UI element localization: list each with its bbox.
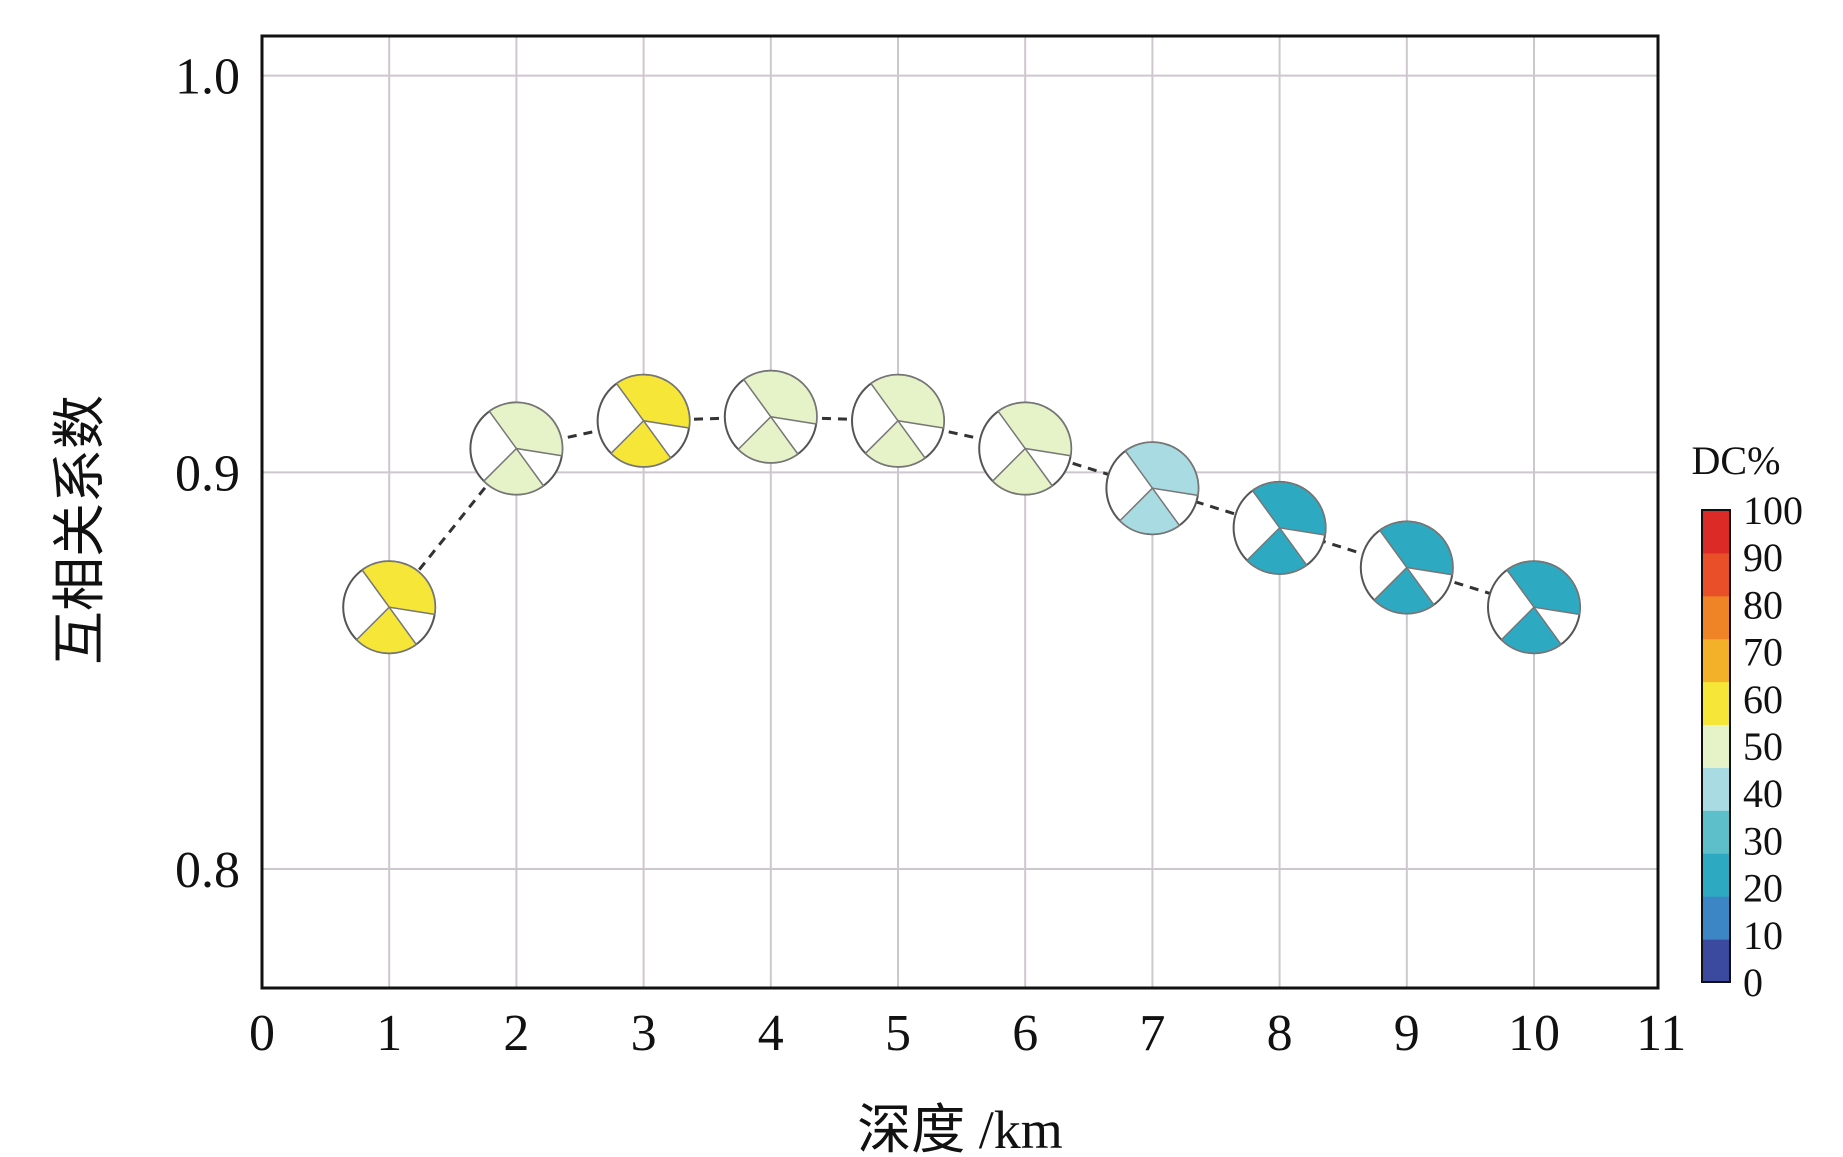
colorbar-segment xyxy=(1702,552,1730,597)
colorbar-segment xyxy=(1702,681,1730,726)
colorbar-tick-label: 90 xyxy=(1743,535,1783,580)
beachball-quadrant xyxy=(869,374,945,429)
beachball-quadrant xyxy=(737,415,799,464)
beachball xyxy=(596,373,691,468)
x-tick-label: 4 xyxy=(758,1005,784,1062)
colorbar-tick-label: 20 xyxy=(1743,866,1783,911)
colorbar-tick-label: 40 xyxy=(1743,771,1783,816)
beachball-quadrant xyxy=(997,401,1072,457)
colorbar-segment xyxy=(1702,724,1730,768)
beachball-quadrant xyxy=(1500,606,1563,654)
beachball-quadrant xyxy=(1505,560,1581,616)
x-tick-label: 1 xyxy=(376,1005,402,1062)
beachball-quadrant xyxy=(610,419,672,468)
colorbar-tick-label: 100 xyxy=(1743,488,1803,533)
beachball-markers xyxy=(342,369,1581,655)
colorbar-tick-label: 80 xyxy=(1743,582,1783,627)
y-tick-label: 1.0 xyxy=(175,49,240,106)
beachball xyxy=(1105,441,1200,536)
y-tick-labels: 0.8 0.9 1.0 xyxy=(175,49,240,899)
beachball xyxy=(1487,560,1581,655)
beachball xyxy=(851,373,945,468)
beachball-quadrant xyxy=(742,370,818,425)
beachball-quadrant xyxy=(1246,526,1308,575)
x-tick-label: 2 xyxy=(503,1005,529,1062)
beachball-quadrant xyxy=(488,401,564,457)
beachball xyxy=(978,401,1073,496)
x-tick-label: 0 xyxy=(249,1005,275,1062)
colorbar-segment xyxy=(1702,510,1730,554)
beachball-quadrant xyxy=(1378,520,1454,576)
beachball-quadrant xyxy=(991,447,1054,496)
beachball-quadrant xyxy=(1373,566,1435,615)
x-tick-labels: 0 1 2 3 4 5 6 7 8 9 10 11 xyxy=(249,1005,1686,1062)
beachball-quadrant xyxy=(355,606,418,654)
colorbar-title: DC% xyxy=(1692,438,1781,483)
x-tick-label: 9 xyxy=(1394,1005,1420,1062)
plot-frame xyxy=(260,34,1660,990)
colorbar-tick-label: 0 xyxy=(1743,960,1763,1005)
beachball xyxy=(469,401,564,496)
y-tick-label: 0.9 xyxy=(175,445,240,502)
grid xyxy=(262,36,1658,988)
y-tick-label: 0.8 xyxy=(175,842,240,899)
x-tick-label: 5 xyxy=(885,1005,911,1062)
x-tick-label: 6 xyxy=(1012,1005,1038,1062)
beachball-quadrant xyxy=(1118,487,1181,535)
x-tick-label: 10 xyxy=(1508,1005,1560,1062)
beachball-quadrant xyxy=(1124,441,1200,497)
colorbar-border xyxy=(1701,509,1731,983)
beachball-quadrant xyxy=(615,374,691,429)
colorbar-tick-label: 30 xyxy=(1743,818,1783,863)
colorbar-segment xyxy=(1702,638,1730,683)
beachball-quadrant xyxy=(864,419,927,468)
colorbar-segment xyxy=(1702,767,1730,811)
colorbar-segment xyxy=(1702,896,1730,940)
y-axis-title: 互相关系数 xyxy=(50,395,110,665)
beachball xyxy=(1359,520,1454,615)
beachball-quadrant xyxy=(1251,481,1327,536)
beachball-quadrant xyxy=(361,560,436,616)
beachball xyxy=(723,369,818,464)
colorbar-segment xyxy=(1702,939,1730,983)
colorbar-segment xyxy=(1702,810,1730,854)
colorbar-tick-label: 60 xyxy=(1743,677,1783,722)
colorbar-segment xyxy=(1702,853,1730,897)
colorbar-tick-label: 10 xyxy=(1743,913,1783,958)
x-tick-label: 3 xyxy=(631,1005,657,1062)
beachball xyxy=(342,560,437,655)
x-tick-label: 7 xyxy=(1139,1005,1165,1062)
colorbar-tick-label: 50 xyxy=(1743,724,1783,769)
colorbar-tick-label: 70 xyxy=(1743,630,1783,675)
beachball xyxy=(1232,480,1327,575)
beachball-quadrant xyxy=(482,447,545,496)
x-tick-label: 11 xyxy=(1636,1005,1686,1062)
colorbar-segment xyxy=(1702,595,1730,640)
x-axis-title: 深度 /km xyxy=(857,1100,1063,1157)
x-tick-label: 8 xyxy=(1267,1005,1293,1062)
